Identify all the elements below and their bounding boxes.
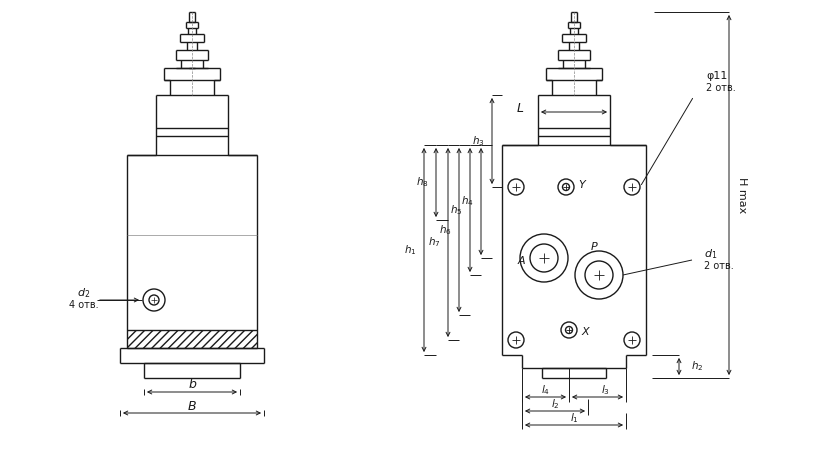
Circle shape	[624, 332, 640, 348]
Text: $h_5$: $h_5$	[450, 203, 463, 217]
Circle shape	[530, 244, 558, 272]
Circle shape	[143, 289, 165, 311]
Circle shape	[508, 332, 524, 348]
Text: $l_2$: $l_2$	[550, 397, 560, 411]
Circle shape	[585, 261, 613, 289]
Text: $h_3$: $h_3$	[472, 134, 485, 148]
Text: $l_1$: $l_1$	[570, 411, 579, 425]
Circle shape	[520, 234, 568, 282]
Circle shape	[624, 179, 640, 195]
Text: B: B	[188, 399, 196, 412]
Circle shape	[565, 326, 572, 333]
Text: 2 отв.: 2 отв.	[704, 261, 734, 271]
Text: $d_2$: $d_2$	[78, 286, 91, 300]
Circle shape	[561, 322, 577, 338]
Text: $h_6$: $h_6$	[440, 223, 452, 237]
Text: L: L	[516, 101, 524, 114]
Text: $h_7$: $h_7$	[429, 235, 441, 249]
Text: Y: Y	[579, 180, 585, 190]
Text: P: P	[590, 242, 597, 252]
Text: b: b	[188, 379, 196, 392]
Text: 4 отв.: 4 отв.	[69, 300, 98, 310]
Text: $h_8$: $h_8$	[416, 175, 429, 189]
Text: $d_1$: $d_1$	[704, 247, 717, 261]
Text: $l_3$: $l_3$	[601, 383, 610, 397]
Circle shape	[149, 295, 159, 305]
Text: A: A	[517, 256, 525, 266]
Circle shape	[558, 179, 574, 195]
Circle shape	[562, 184, 570, 191]
Circle shape	[575, 251, 623, 299]
Text: φ11: φ11	[706, 71, 727, 81]
Text: $h_1$: $h_1$	[404, 243, 417, 257]
Text: X: X	[581, 327, 589, 337]
Text: 2 отв.: 2 отв.	[706, 83, 736, 93]
Bar	[127, 330, 257, 348]
Text: $l_4$: $l_4$	[541, 383, 550, 397]
Circle shape	[508, 179, 524, 195]
Text: H max: H max	[737, 177, 747, 213]
Text: $h_4$: $h_4$	[461, 194, 474, 208]
Text: $h_2$: $h_2$	[691, 359, 703, 373]
